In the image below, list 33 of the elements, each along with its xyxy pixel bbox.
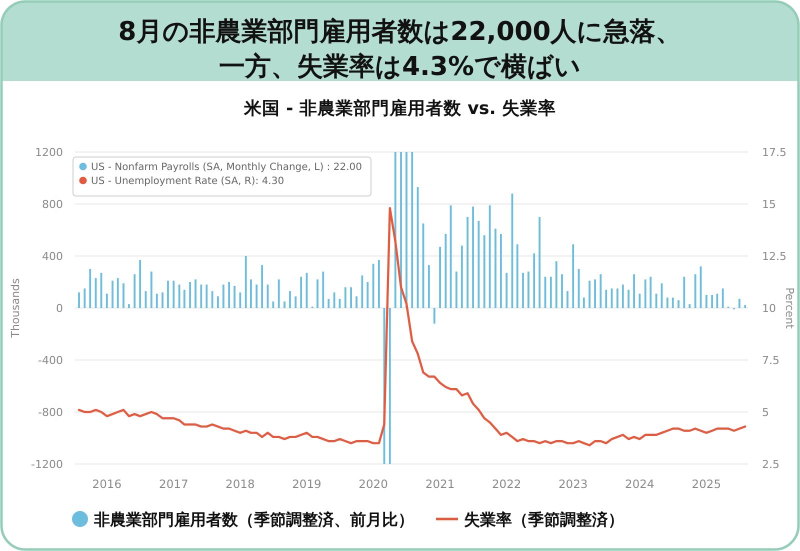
y-tick-label: -800 <box>38 406 63 419</box>
y-tick-label: 800 <box>42 198 63 211</box>
y-axis-title: Thousands <box>9 278 22 339</box>
y2-axis-title: Percent <box>783 287 796 330</box>
x-tick-label: 2024 <box>625 477 654 491</box>
x-tick-label: 2019 <box>292 477 322 491</box>
y2-tick-label: 10 <box>762 302 776 315</box>
x-tick-label: 2020 <box>358 477 388 491</box>
x-tick-label: 2018 <box>226 477 255 491</box>
y2-tick-label: 15 <box>762 198 776 211</box>
y-tick-label: 400 <box>42 250 63 263</box>
x-tick-label: 2016 <box>92 477 122 491</box>
x-tick-label: 2025 <box>692 477 722 491</box>
y2-tick-label: 12.5 <box>762 250 786 263</box>
chart-subtitle: 米国 - 非農業部門雇用者数 vs. 失業率 <box>242 98 556 119</box>
y2-tick-label: 2.5 <box>762 458 780 471</box>
x-tick-label: 2021 <box>425 477 455 491</box>
y-tick-label: 0 <box>56 302 63 315</box>
y-tick-label: 1200 <box>35 146 63 159</box>
x-tick-label: 2023 <box>558 477 588 491</box>
legend-label: 非農業部門雇用者数（季節調整済、前月比） <box>93 510 414 529</box>
y2-tick-label: 17.5 <box>762 146 786 159</box>
chart-title: 8月の非農業部門雇用者数は22,000人に急落、一方、失業率は4.3%で横ばい <box>118 17 682 82</box>
y-tick-label: -1200 <box>31 458 63 471</box>
x-tick-label: 2022 <box>492 477 522 491</box>
annotation: US - Unemployment Rate (SA, R): 4.30 <box>91 176 284 187</box>
line-series <box>78 207 746 446</box>
y2-tick-label: 7.5 <box>762 354 780 367</box>
annotation: US - Nonfarm Payrolls (SA, Monthly Change, L) : 22.00 <box>91 162 362 173</box>
x-tick-label: 2017 <box>159 477 188 491</box>
legend-label: 失業率（季節調整済） <box>464 510 624 529</box>
y-tick-label: -400 <box>38 354 63 367</box>
y2-tick-label: 5 <box>762 406 769 419</box>
